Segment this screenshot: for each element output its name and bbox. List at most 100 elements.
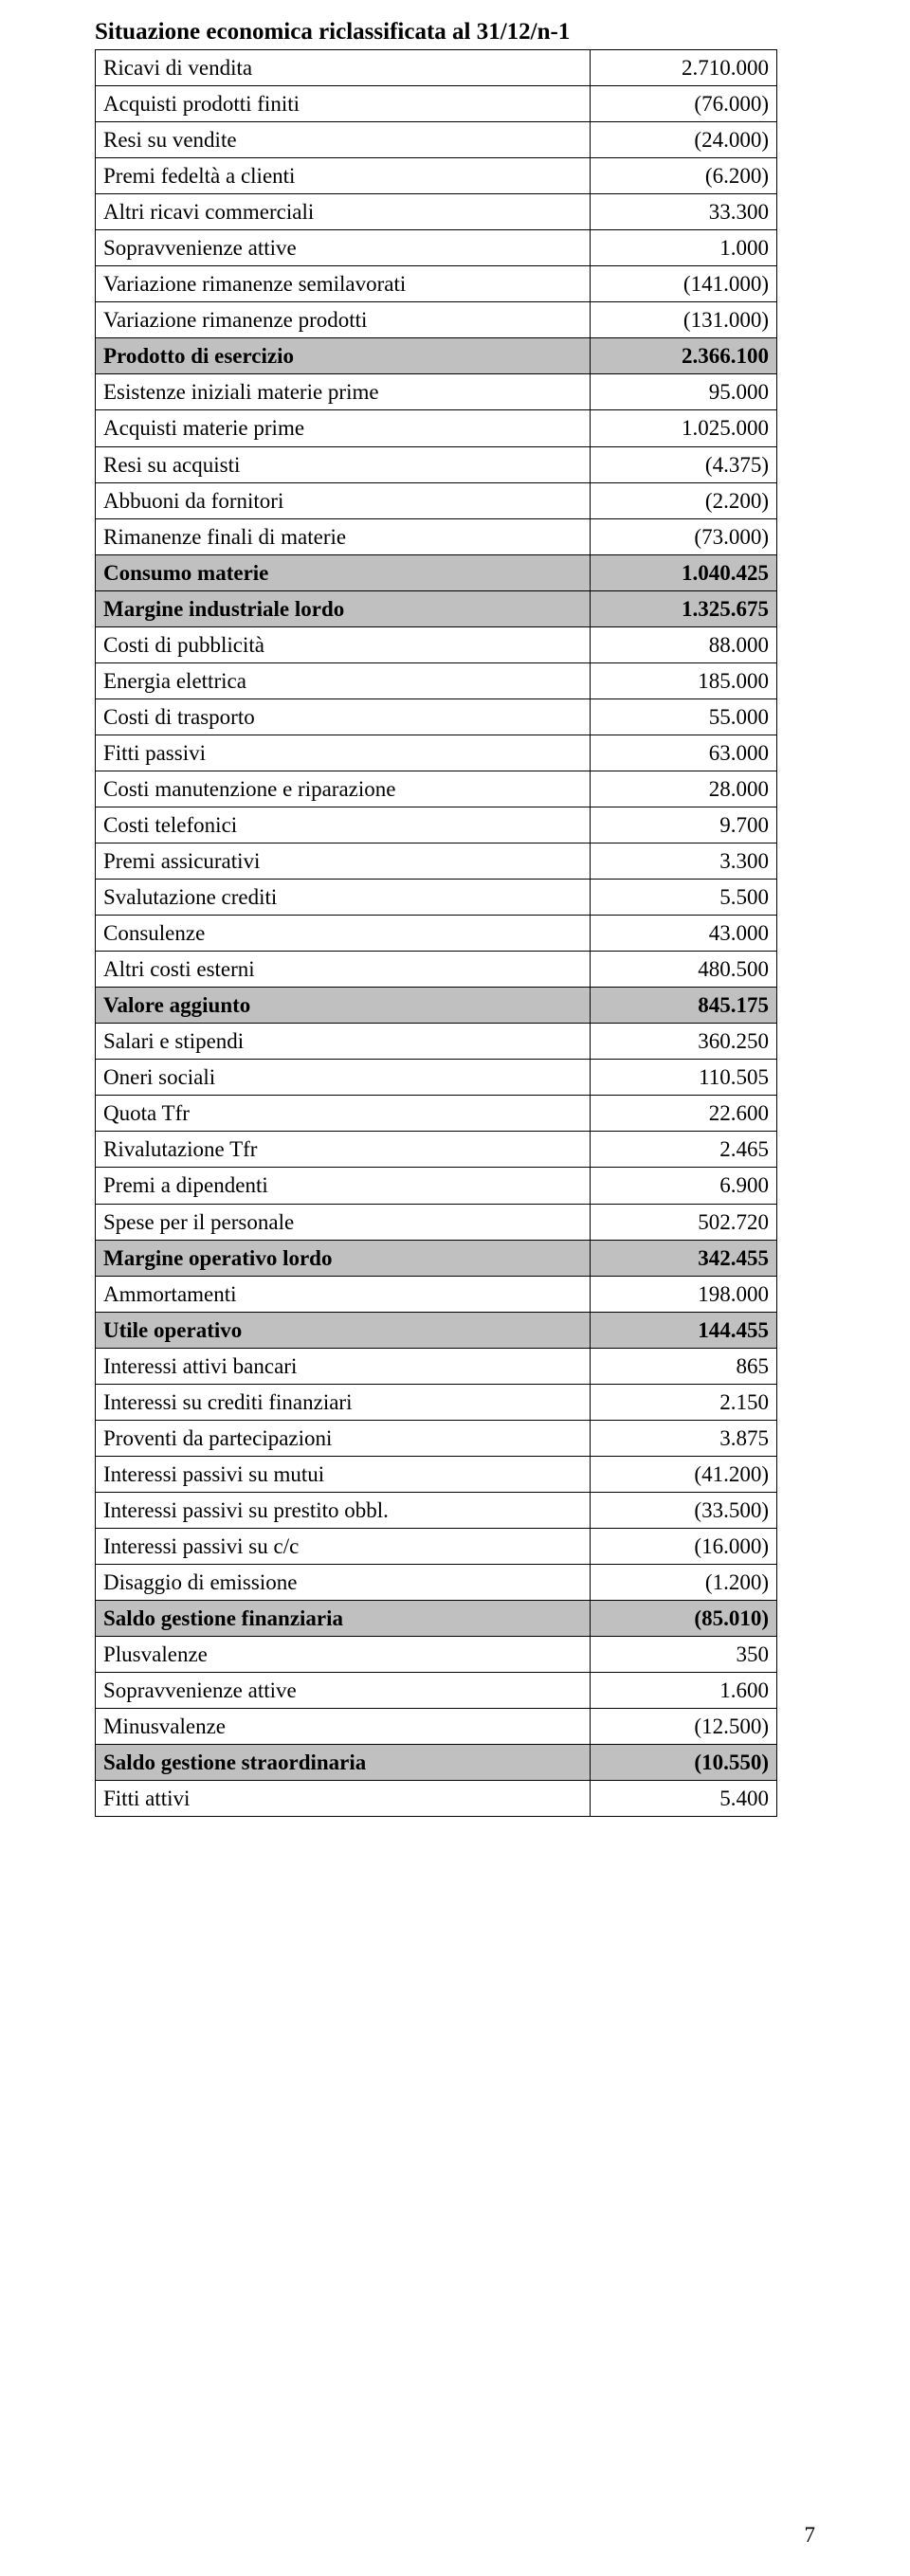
row-value: 55.000 (591, 698, 777, 735)
table-row: Ricavi di vendita2.710.000 (96, 50, 777, 86)
row-value: 110.505 (591, 1060, 777, 1096)
row-label: Proventi da partecipazioni (96, 1420, 591, 1456)
row-value: 5.500 (591, 880, 777, 916)
row-value: 185.000 (591, 662, 777, 698)
row-value: 1.000 (591, 230, 777, 266)
row-value: (41.200) (591, 1456, 777, 1492)
table-row: Margine industriale lordo1.325.675 (96, 590, 777, 626)
table-row: Consumo materie1.040.425 (96, 554, 777, 590)
row-value: (141.000) (591, 266, 777, 302)
row-value: (2.200) (591, 482, 777, 518)
table-row: Esistenze iniziali materie prime95.000 (96, 374, 777, 410)
table-row: Acquisti prodotti finiti(76.000) (96, 86, 777, 122)
table-row: Abbuoni da fornitori(2.200) (96, 482, 777, 518)
row-label: Energia elettrica (96, 662, 591, 698)
table-row: Interessi passivi su mutui(41.200) (96, 1456, 777, 1492)
table-row: Minusvalenze(12.500) (96, 1709, 777, 1745)
row-label: Esistenze iniziali materie prime (96, 374, 591, 410)
table-body: Ricavi di vendita2.710.000Acquisti prodo… (96, 50, 777, 1817)
row-label: Interessi passivi su prestito obbl. (96, 1492, 591, 1528)
row-value: 1.040.425 (591, 554, 777, 590)
row-label: Costi di pubblicità (96, 626, 591, 662)
table-row: Valore aggiunto845.175 (96, 988, 777, 1024)
row-value: (33.500) (591, 1492, 777, 1528)
row-label: Ricavi di vendita (96, 50, 591, 86)
row-value: 6.900 (591, 1168, 777, 1204)
row-label: Interessi passivi su mutui (96, 1456, 591, 1492)
table-row: Sopravvenienze attive1.600 (96, 1673, 777, 1709)
row-value: (76.000) (591, 86, 777, 122)
table-row: Saldo gestione straordinaria(10.550) (96, 1745, 777, 1781)
row-label: Utile operativo (96, 1312, 591, 1348)
row-value: (12.500) (591, 1709, 777, 1745)
row-value: 5.400 (591, 1781, 777, 1817)
table-row: Utile operativo144.455 (96, 1312, 777, 1348)
row-label: Salari e stipendi (96, 1024, 591, 1060)
table-row: Costi di pubblicità88.000 (96, 626, 777, 662)
table-row: Spese per il personale502.720 (96, 1204, 777, 1240)
table-row: Interessi su crediti finanziari2.150 (96, 1384, 777, 1420)
row-value: 43.000 (591, 916, 777, 952)
row-label: Saldo gestione finanziaria (96, 1601, 591, 1637)
row-label: Valore aggiunto (96, 988, 591, 1024)
row-value: 350 (591, 1637, 777, 1673)
row-label: Costi di trasporto (96, 698, 591, 735)
row-label: Resi su acquisti (96, 446, 591, 482)
row-value: (85.010) (591, 1601, 777, 1637)
table-row: Variazione rimanenze prodotti(131.000) (96, 302, 777, 338)
row-value: (73.000) (591, 518, 777, 554)
row-value: 342.455 (591, 1240, 777, 1276)
table-row: Resi su acquisti(4.375) (96, 446, 777, 482)
row-label: Variazione rimanenze prodotti (96, 302, 591, 338)
row-value: 22.600 (591, 1096, 777, 1132)
row-label: Spese per il personale (96, 1204, 591, 1240)
row-value: 28.000 (591, 771, 777, 807)
row-label: Saldo gestione straordinaria (96, 1745, 591, 1781)
row-value: (131.000) (591, 302, 777, 338)
table-row: Quota Tfr22.600 (96, 1096, 777, 1132)
row-value: 2.465 (591, 1132, 777, 1168)
row-value: (1.200) (591, 1564, 777, 1600)
table-row: Altri ricavi commerciali33.300 (96, 194, 777, 230)
table-row: Acquisti materie prime1.025.000 (96, 410, 777, 446)
row-value: 2.710.000 (591, 50, 777, 86)
row-label: Sopravvenienze attive (96, 1673, 591, 1709)
row-value: (6.200) (591, 158, 777, 194)
row-value: 360.250 (591, 1024, 777, 1060)
table-row: Rivalutazione Tfr2.465 (96, 1132, 777, 1168)
table-row: Disaggio di emissione(1.200) (96, 1564, 777, 1600)
table-row: Ammortamenti198.000 (96, 1276, 777, 1312)
table-row: Fitti passivi63.000 (96, 735, 777, 771)
document-page: Situazione economica riclassificata al 3… (0, 0, 910, 2576)
income-statement-table: Ricavi di vendita2.710.000Acquisti prodo… (95, 49, 777, 1817)
row-value: 3.300 (591, 844, 777, 880)
row-label: Ammortamenti (96, 1276, 591, 1312)
table-row: Proventi da partecipazioni3.875 (96, 1420, 777, 1456)
table-row: Costi manutenzione e riparazione28.000 (96, 771, 777, 807)
row-label: Consumo materie (96, 554, 591, 590)
row-label: Fitti attivi (96, 1781, 591, 1817)
table-row: Plusvalenze350 (96, 1637, 777, 1673)
row-value: 1.600 (591, 1673, 777, 1709)
table-row: Consulenze43.000 (96, 916, 777, 952)
row-value: 845.175 (591, 988, 777, 1024)
row-label: Margine industriale lordo (96, 590, 591, 626)
row-value: 1.325.675 (591, 590, 777, 626)
row-value: (4.375) (591, 446, 777, 482)
row-label: Rimanenze finali di materie (96, 518, 591, 554)
row-value: 9.700 (591, 807, 777, 843)
table-row: Svalutazione crediti5.500 (96, 880, 777, 916)
row-label: Costi telefonici (96, 807, 591, 843)
row-label: Variazione rimanenze semilavorati (96, 266, 591, 302)
row-label: Minusvalenze (96, 1709, 591, 1745)
row-label: Quota Tfr (96, 1096, 591, 1132)
table-row: Premi fedeltà a clienti(6.200) (96, 158, 777, 194)
row-label: Svalutazione crediti (96, 880, 591, 916)
table-row: Costi di trasporto55.000 (96, 698, 777, 735)
table-row: Sopravvenienze attive1.000 (96, 230, 777, 266)
row-value: 144.455 (591, 1312, 777, 1348)
table-row: Salari e stipendi360.250 (96, 1024, 777, 1060)
row-value: 502.720 (591, 1204, 777, 1240)
row-label: Oneri sociali (96, 1060, 591, 1096)
table-row: Rimanenze finali di materie(73.000) (96, 518, 777, 554)
